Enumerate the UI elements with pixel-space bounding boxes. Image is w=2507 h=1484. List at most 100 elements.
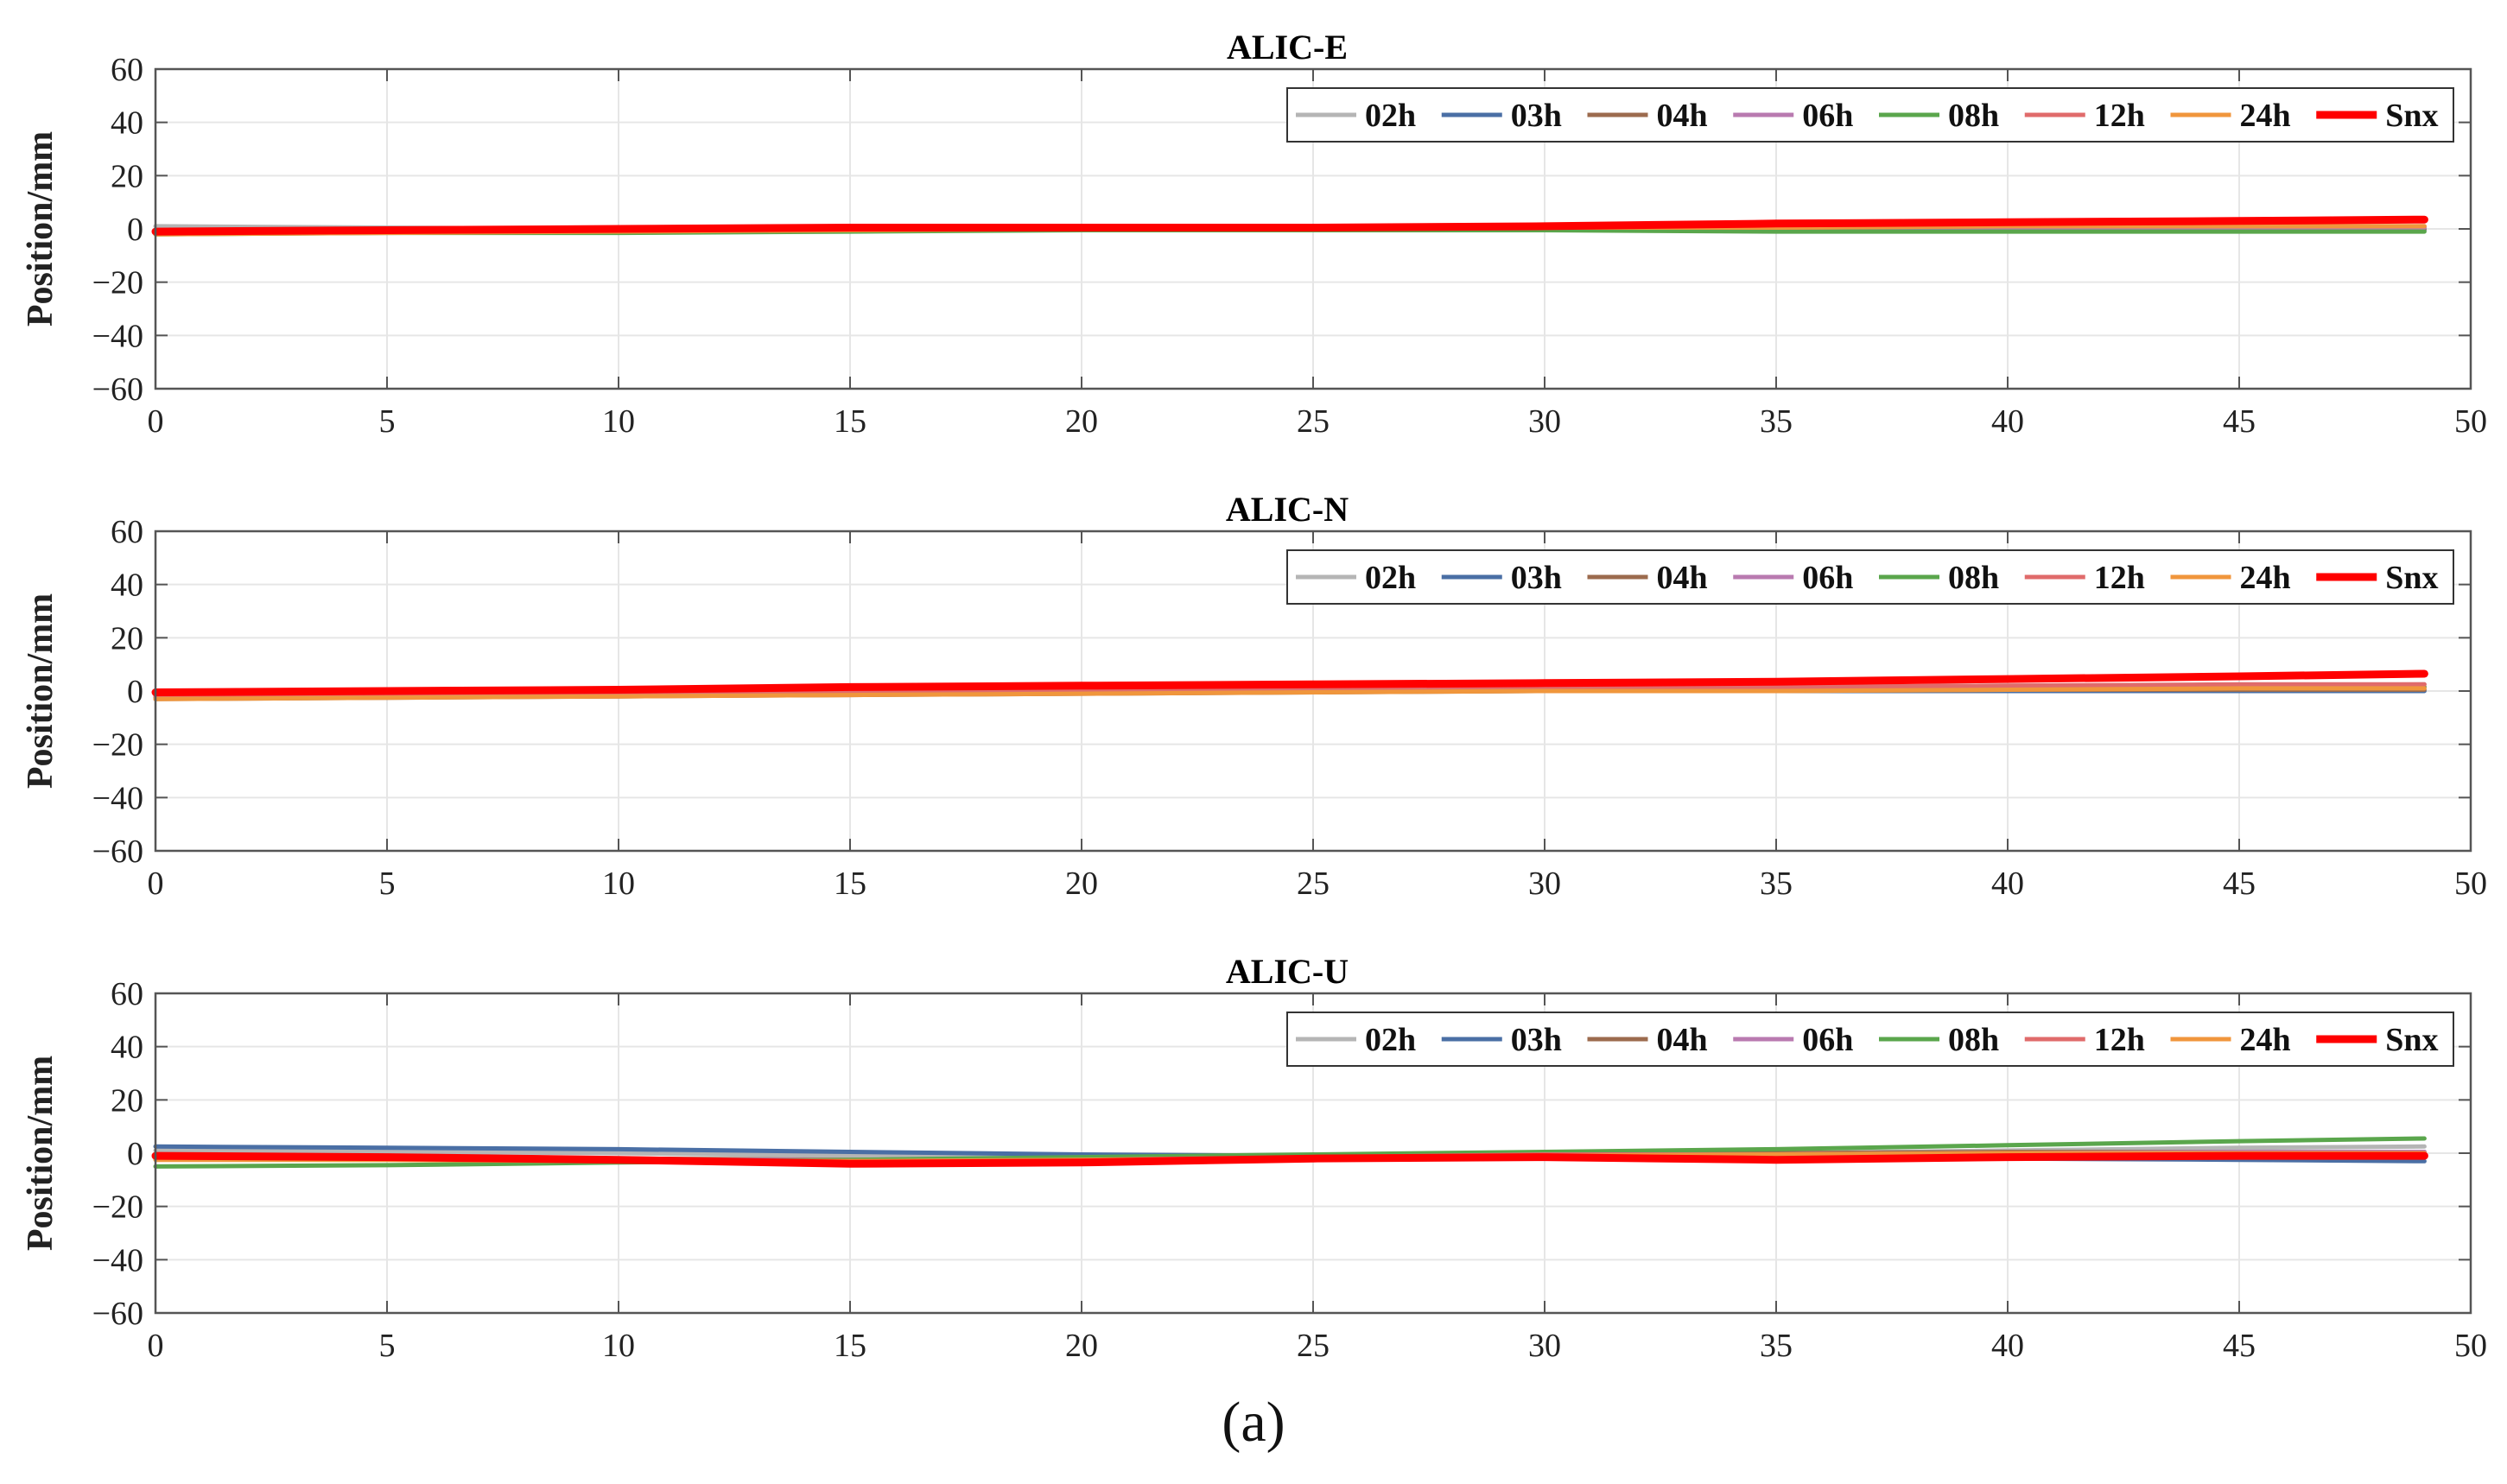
legend-label-08h: 08h bbox=[1948, 98, 1999, 134]
legend-label-03h: 03h bbox=[1511, 1022, 1562, 1058]
y-tick-label: −40 bbox=[92, 1242, 143, 1278]
chart-panel-3: 0 5 10 15 20 25 30 35 40 45 50 60 40 20 0 −20 −40 −60 ALIC… bbox=[21, 952, 2487, 1364]
x-tick-label: 0 bbox=[148, 403, 164, 440]
y-tick-label: 0 bbox=[127, 674, 143, 710]
series-line-08h bbox=[153, 1136, 2427, 1169]
x-tick-label: 30 bbox=[1528, 866, 1561, 902]
x-tick-label: 15 bbox=[834, 866, 866, 902]
axes-frame bbox=[154, 67, 2472, 390]
legend-label-12h: 12h bbox=[2094, 560, 2145, 596]
y-tick-label: 60 bbox=[111, 514, 143, 550]
legend-label-08h: 08h bbox=[1948, 1022, 1999, 1058]
y-axis-label: Position/mm bbox=[21, 1056, 60, 1251]
x-tick-label: 15 bbox=[834, 403, 866, 440]
x-tick-label: 40 bbox=[1991, 1328, 2024, 1364]
x-tick-label: 0 bbox=[148, 866, 164, 902]
y-axis-label: Position/mm bbox=[21, 131, 60, 327]
series-line-snx bbox=[151, 215, 2428, 236]
legend-label-02h: 02h bbox=[1365, 1022, 1416, 1058]
x-tick-label: 50 bbox=[2454, 1328, 2487, 1364]
x-tick-label: 35 bbox=[1760, 1328, 1793, 1364]
legend-label-24h: 24h bbox=[2240, 1022, 2291, 1058]
y-tick-label: 0 bbox=[127, 1136, 143, 1172]
legend-label-24h: 24h bbox=[2240, 560, 2291, 596]
chart-panel-1: 0 5 10 15 20 25 30 35 40 45 50 60 40 20 0 −20 −40 −60 ALIC… bbox=[21, 28, 2487, 440]
series-line-12h bbox=[153, 682, 2427, 699]
y-tick-label: 40 bbox=[111, 105, 143, 142]
x-tick-label: 50 bbox=[2454, 866, 2487, 902]
axes-frame bbox=[154, 530, 2472, 853]
x-tick-label: 10 bbox=[602, 1328, 635, 1364]
y-tick-label: −60 bbox=[92, 371, 143, 408]
x-tick-label: 35 bbox=[1760, 866, 1793, 902]
legend-label-04h: 04h bbox=[1657, 1022, 1708, 1058]
y-tick-label: −20 bbox=[92, 1189, 143, 1226]
x-tick-label: 25 bbox=[1297, 866, 1330, 902]
y-tick-label: −20 bbox=[92, 265, 143, 301]
x-tick-label: 5 bbox=[379, 866, 396, 902]
panel-title: ALIC-U bbox=[1226, 952, 1349, 991]
x-tick-label: 30 bbox=[1528, 1328, 1561, 1364]
legend-label-snx: Snx bbox=[2385, 1022, 2438, 1058]
x-tick-label: 20 bbox=[1065, 1328, 1098, 1364]
legend: 02h 03h 04h 06h 08h 12h 24h Snx bbox=[1286, 87, 2454, 143]
legend-label-12h: 12h bbox=[2094, 1022, 2145, 1058]
series-line-snx bbox=[151, 1151, 2428, 1168]
y-tick-label: 60 bbox=[111, 976, 143, 1012]
x-tick-label: 45 bbox=[2223, 1328, 2256, 1364]
legend: 02h 03h 04h 06h 08h 12h 24h Snx bbox=[1286, 549, 2454, 605]
y-tick-label: −40 bbox=[92, 780, 143, 816]
legend-label-02h: 02h bbox=[1365, 98, 1416, 134]
chart-panel-2: 0 5 10 15 20 25 30 35 40 45 50 60 40 20 0 −20 −40 −60 ALIC… bbox=[21, 490, 2487, 902]
series-line-24h bbox=[153, 686, 2427, 701]
legend-label-03h: 03h bbox=[1511, 560, 1562, 596]
legend-label-02h: 02h bbox=[1365, 560, 1416, 596]
x-tick-label: 45 bbox=[2223, 866, 2256, 902]
x-tick-label: 0 bbox=[148, 1328, 164, 1364]
y-tick-label: 40 bbox=[111, 1030, 143, 1066]
y-tick-label: 20 bbox=[111, 158, 143, 194]
x-tick-label: 45 bbox=[2223, 403, 2256, 440]
x-tick-label: 40 bbox=[1991, 866, 2024, 902]
x-tick-label: 25 bbox=[1297, 403, 1330, 440]
figure-caption: (a) bbox=[1222, 1391, 1285, 1454]
y-tick-label: −60 bbox=[92, 1296, 143, 1332]
panels: 0 5 10 15 20 25 30 35 40 45 506040200−20−40−60ALIC… bbox=[21, 28, 2487, 1364]
x-tick-label: 50 bbox=[2454, 403, 2487, 440]
legend-label-24h: 24h bbox=[2240, 98, 2291, 134]
x-tick-label: 5 bbox=[379, 1328, 396, 1364]
y-tick-label: 20 bbox=[111, 1082, 143, 1119]
series-line-snx bbox=[151, 669, 2428, 696]
y-tick-label: −20 bbox=[92, 727, 143, 764]
y-tick-label: 0 bbox=[127, 212, 143, 248]
y-tick-label: 60 bbox=[111, 52, 143, 88]
panel-title: ALIC-N bbox=[1226, 490, 1349, 529]
y-tick-label: −60 bbox=[92, 834, 143, 870]
x-tick-label: 10 bbox=[602, 866, 635, 902]
panel-title: ALIC-E bbox=[1227, 28, 1348, 67]
legend: 02h 03h 04h 06h 08h 12h 24h Snx bbox=[1286, 1012, 2454, 1067]
legend-label-08h: 08h bbox=[1948, 560, 1999, 596]
x-tick-label: 5 bbox=[379, 403, 396, 440]
x-tick-label: 10 bbox=[602, 403, 635, 440]
legend-label-03h: 03h bbox=[1511, 98, 1562, 134]
axes-frame bbox=[154, 992, 2472, 1315]
x-tick-label: 20 bbox=[1065, 866, 1098, 902]
x-tick-label: 35 bbox=[1760, 403, 1793, 440]
legend-label-06h: 06h bbox=[1802, 1022, 1853, 1058]
x-tick-label: 40 bbox=[1991, 403, 2024, 440]
legend-label-snx: Snx bbox=[2385, 98, 2438, 134]
y-axis-label: Position/mm bbox=[21, 593, 60, 789]
x-tick-label: 25 bbox=[1297, 1328, 1330, 1364]
x-tick-label: 15 bbox=[834, 1328, 866, 1364]
y-tick-label: 20 bbox=[111, 620, 143, 656]
legend-label-04h: 04h bbox=[1657, 560, 1708, 596]
y-tick-label: 40 bbox=[111, 568, 143, 604]
legend-label-06h: 06h bbox=[1802, 98, 1853, 134]
legend-label-04h: 04h bbox=[1657, 98, 1708, 134]
legend-label-snx: Snx bbox=[2385, 560, 2438, 596]
y-tick-label: −40 bbox=[92, 318, 143, 354]
x-tick-label: 20 bbox=[1065, 403, 1098, 440]
legend-label-12h: 12h bbox=[2094, 98, 2145, 134]
